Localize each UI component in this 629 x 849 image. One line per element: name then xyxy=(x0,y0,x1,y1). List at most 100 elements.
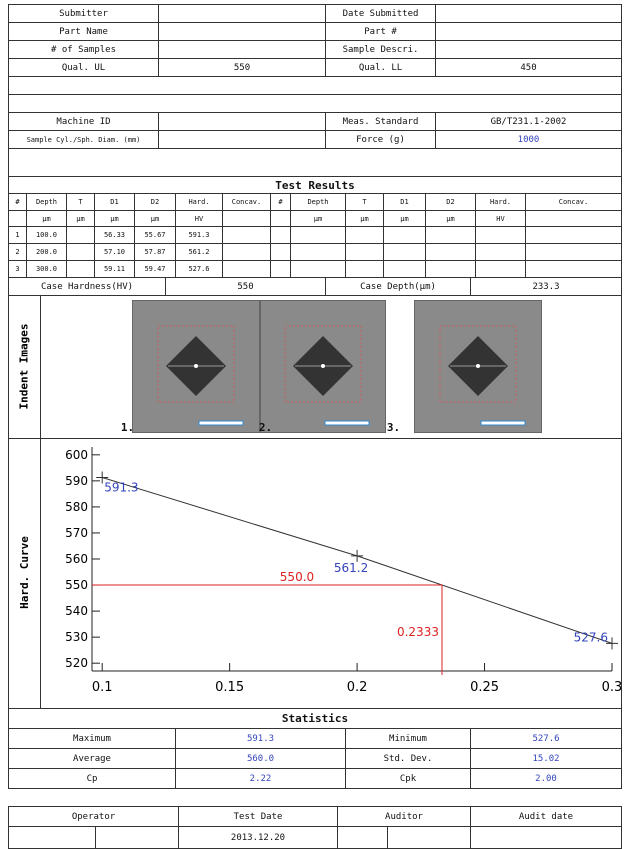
cell xyxy=(290,226,346,244)
case-value: 550 xyxy=(165,277,326,296)
field-value: 550 xyxy=(158,58,326,77)
unit: μm xyxy=(290,210,346,227)
column-header: D1 xyxy=(383,193,426,211)
result-cell xyxy=(66,226,95,244)
result-cell: 56.33 xyxy=(94,226,135,244)
field-value xyxy=(158,4,326,23)
result-cell: 561.2 xyxy=(175,243,223,261)
field-value xyxy=(158,40,326,59)
result-cell: 1 xyxy=(8,226,27,244)
field-label: # of Samples xyxy=(8,40,159,59)
result-cell: 591.3 xyxy=(175,226,223,244)
column-header: Depth xyxy=(26,193,67,211)
footer-header: Operator xyxy=(8,806,179,827)
result-cell xyxy=(222,260,271,278)
result-cell: 57.10 xyxy=(94,243,135,261)
indent xyxy=(157,325,244,426)
footer-cell xyxy=(387,826,471,849)
data-label: 561.2 xyxy=(334,561,368,575)
cell xyxy=(383,260,426,278)
result-cell: 59.47 xyxy=(134,260,176,278)
column-header: # xyxy=(8,193,27,211)
footer-header: Auditor xyxy=(337,806,471,827)
column-header: T xyxy=(345,193,384,211)
field-label: Force (g) xyxy=(325,130,436,149)
unit xyxy=(270,210,291,227)
column-header: Hard. xyxy=(475,193,526,211)
chart: 520 530 540 550 560 570 580 590 600 0.1 0.15 0.2 0.2… xyxy=(65,447,621,695)
unit xyxy=(222,210,271,227)
cell xyxy=(383,243,426,261)
stat-value: 591.3 xyxy=(175,728,346,749)
field-label: Sample Descri. xyxy=(325,40,436,59)
cell xyxy=(425,260,476,278)
x-tick-label: 0.2 xyxy=(347,680,368,695)
column-header: Concav. xyxy=(525,193,622,211)
column-header: # xyxy=(270,193,291,211)
field-label: Submitter xyxy=(8,4,159,23)
field-label: Qual. UL xyxy=(8,58,159,77)
y-tick-label: 580 xyxy=(65,500,88,514)
data-label: 591.3 xyxy=(104,480,138,494)
data-label: 527.6 xyxy=(574,630,608,644)
cell xyxy=(290,243,346,261)
column-header: D2 xyxy=(134,193,176,211)
field-label: Qual. LL xyxy=(325,58,436,77)
target-y-label: 550.0 xyxy=(280,570,314,584)
cell xyxy=(345,260,384,278)
result-cell: 57.87 xyxy=(134,243,176,261)
result-cell: 200.0 xyxy=(26,243,67,261)
field-value: 450 xyxy=(435,58,622,77)
result-cell xyxy=(222,243,271,261)
x-tick-label: 0.15 xyxy=(215,680,244,695)
footer-header: Test Date xyxy=(178,806,338,827)
x-tick-label: 0.1 xyxy=(92,680,113,695)
y-tick-label: 540 xyxy=(65,604,88,618)
field-label: Meas. Standard xyxy=(325,112,436,131)
cell xyxy=(525,260,622,278)
stat-label: Average xyxy=(8,748,176,769)
result-cell xyxy=(66,260,95,278)
field-value xyxy=(158,130,326,149)
unit: μm xyxy=(134,210,176,227)
stat-value: 15.02 xyxy=(470,748,622,769)
section-label: Indent Images xyxy=(17,322,31,410)
footer-cell: 2013.12.20 xyxy=(178,826,338,849)
cell xyxy=(425,226,476,244)
result-cell: 55.67 xyxy=(134,226,176,244)
image-label: 2. xyxy=(258,421,273,434)
stat-label: Maximum xyxy=(8,728,176,749)
stat-label: Cp xyxy=(8,768,176,789)
indent xyxy=(439,325,526,426)
cell xyxy=(290,260,346,278)
result-cell: 100.0 xyxy=(26,226,67,244)
stat-label: Cpk xyxy=(345,768,471,789)
result-cell xyxy=(222,226,271,244)
result-cell: 59.11 xyxy=(94,260,135,278)
image-label: 3. xyxy=(386,421,401,434)
unit: μm xyxy=(66,210,95,227)
stat-label: Minimum xyxy=(345,728,471,749)
stat-value: 2.00 xyxy=(470,768,622,789)
footer-cell xyxy=(95,826,179,849)
cell xyxy=(8,94,622,113)
footer-cell xyxy=(337,826,388,849)
indent-image xyxy=(414,300,542,433)
cell xyxy=(8,76,622,95)
cell xyxy=(525,243,622,261)
field-label: Part # xyxy=(325,22,436,41)
section-title: Test Results xyxy=(8,176,622,194)
stat-value: 2.22 xyxy=(175,768,346,789)
y-tick-label: 520 xyxy=(65,656,88,670)
axis-title: Hard. Curve xyxy=(17,535,31,609)
column-header: D1 xyxy=(94,193,135,211)
field-value xyxy=(158,112,326,131)
result-cell: 300.0 xyxy=(26,260,67,278)
field-label: Sample Cyl./Sph. Diam. (mm) xyxy=(8,130,159,149)
y-tick-label: 570 xyxy=(65,526,88,540)
unit: HV xyxy=(175,210,223,227)
cell xyxy=(270,243,291,261)
unit: HV xyxy=(475,210,526,227)
field-value xyxy=(435,40,622,59)
point-marker xyxy=(606,637,618,650)
